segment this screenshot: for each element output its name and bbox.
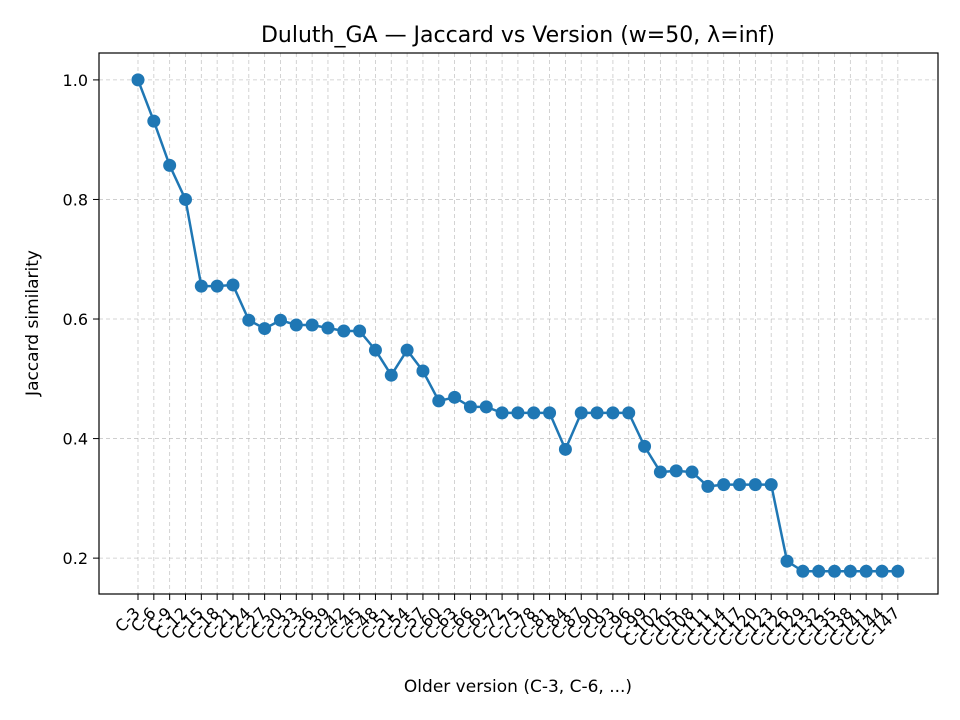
data-point	[606, 406, 620, 420]
data-point	[543, 406, 557, 420]
data-point	[511, 406, 525, 420]
data-point	[669, 464, 683, 478]
data-points	[131, 73, 905, 578]
data-point	[305, 318, 319, 332]
data-point	[574, 406, 588, 420]
data-point	[843, 564, 857, 578]
data-point	[448, 390, 462, 404]
data-point	[590, 406, 604, 420]
y-tick-label: 0.8	[63, 190, 88, 209]
data-point	[685, 465, 699, 479]
data-point	[273, 313, 287, 327]
data-point	[400, 343, 414, 357]
data-point	[226, 278, 240, 292]
chart-title: Duluth_GA — Jaccard vs Version (w=50, λ=…	[261, 23, 775, 48]
data-point	[638, 439, 652, 453]
data-point	[495, 406, 509, 420]
data-point	[210, 279, 224, 293]
grid-lines	[99, 53, 938, 594]
data-point	[748, 478, 762, 492]
data-point	[321, 321, 335, 335]
data-point	[147, 114, 161, 128]
data-point	[384, 368, 398, 382]
data-point	[289, 318, 303, 332]
x-axis-label: Older version (C-3, C-6, ...)	[404, 677, 632, 697]
plot-frame	[98, 52, 939, 595]
data-point	[527, 406, 541, 420]
data-point	[717, 478, 731, 492]
data-point	[622, 406, 636, 420]
data-point	[875, 564, 889, 578]
data-point	[558, 442, 572, 456]
data-point	[859, 564, 873, 578]
data-point	[796, 564, 810, 578]
data-point	[812, 564, 826, 578]
data-point	[733, 478, 747, 492]
data-point	[416, 364, 430, 378]
data-point	[368, 343, 382, 357]
y-tick-label: 1.0	[63, 71, 88, 90]
data-point	[353, 324, 367, 338]
data-point	[194, 279, 208, 293]
x-axis-ticks: C-3C-6C-9C-12C-15C-18C-21C-24C-27C-30C-3…	[111, 594, 904, 650]
y-axis-ticks: 0.2 0.4 0.6 0.8 1.0	[63, 71, 99, 568]
data-point	[242, 313, 256, 327]
data-point	[701, 479, 715, 493]
data-point	[891, 564, 905, 578]
y-tick-label: 0.2	[63, 549, 88, 568]
data-point	[764, 478, 778, 492]
data-point	[653, 465, 667, 479]
data-point	[432, 394, 446, 408]
data-point	[258, 322, 272, 336]
data-point	[163, 158, 177, 172]
y-tick-label: 0.6	[63, 310, 88, 329]
data-point	[337, 324, 351, 338]
data-point	[780, 554, 794, 568]
data-point	[463, 400, 477, 414]
y-axis-label: Jaccard similarity	[23, 250, 43, 397]
y-tick-label: 0.4	[63, 430, 88, 449]
data-point	[479, 400, 493, 414]
data-point	[178, 192, 192, 206]
data-point	[828, 564, 842, 578]
data-point	[131, 73, 145, 87]
